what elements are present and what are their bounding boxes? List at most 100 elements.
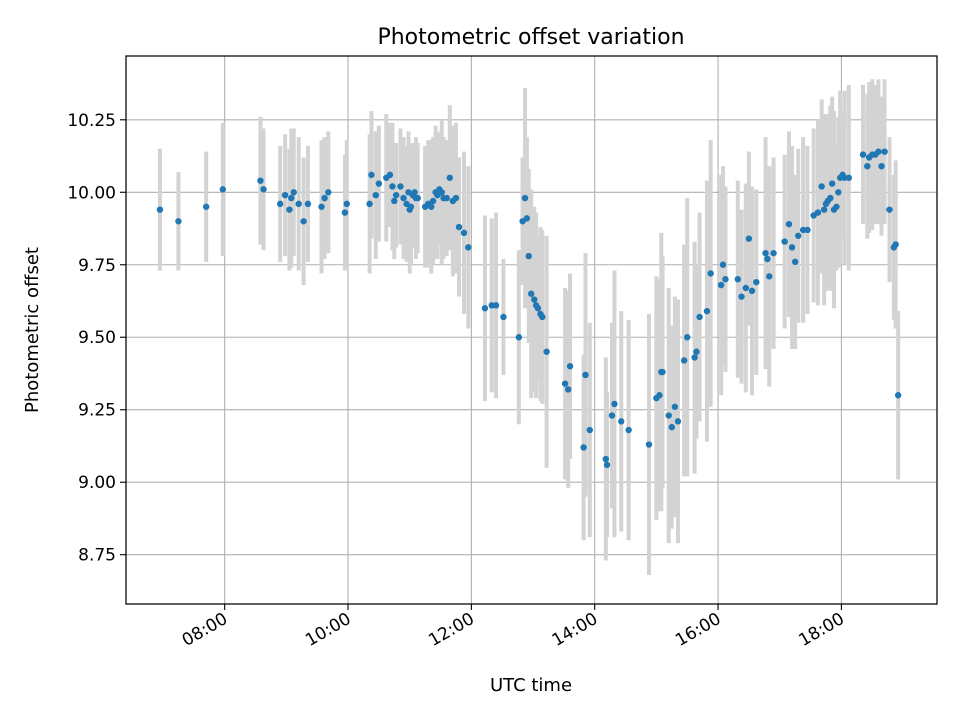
data-point	[833, 203, 840, 210]
data-point	[764, 255, 771, 263]
data-point	[804, 226, 811, 234]
data-point	[696, 313, 703, 321]
data-point	[300, 218, 307, 225]
data-point	[580, 444, 587, 451]
data-point	[886, 206, 893, 213]
data-point	[438, 189, 445, 196]
y-axis: 8.75 9.00 9.25 9.50 9.75 10.00 10.25	[67, 111, 126, 566]
data-point	[523, 215, 531, 222]
data-point	[392, 191, 400, 199]
data-point	[818, 183, 825, 190]
data-point	[828, 180, 836, 187]
data-point	[400, 194, 407, 202]
data-point	[785, 220, 793, 228]
data-point	[748, 287, 756, 295]
data-point	[156, 206, 164, 213]
data-point	[671, 403, 679, 411]
data-point	[586, 426, 593, 434]
data-point	[762, 249, 769, 257]
data-point	[791, 258, 799, 266]
data-points	[156, 148, 902, 469]
data-point	[428, 203, 435, 210]
data-point	[742, 284, 750, 292]
data-point	[202, 203, 210, 210]
data-point	[656, 392, 663, 399]
data-point	[745, 235, 753, 242]
data-point	[875, 148, 882, 155]
data-point	[707, 270, 714, 277]
data-point	[827, 194, 834, 202]
data-point	[668, 423, 676, 431]
data-point	[625, 426, 632, 434]
data-point	[411, 189, 418, 196]
data-point	[753, 278, 760, 286]
data-point	[582, 371, 589, 379]
data-point	[391, 197, 398, 205]
data-point	[446, 174, 453, 181]
data-point	[343, 200, 350, 208]
data-point	[608, 412, 616, 419]
y-tick-label-1: 9.00	[78, 473, 116, 493]
data-point	[219, 186, 227, 193]
data-point	[295, 200, 302, 208]
data-point	[288, 194, 295, 202]
data-point	[693, 348, 700, 355]
data-point	[407, 203, 415, 210]
data-point	[691, 354, 698, 361]
data-point	[766, 273, 773, 280]
data-point	[260, 186, 267, 193]
data-point	[602, 455, 610, 463]
data-point	[372, 191, 379, 199]
y-tick-label-2: 9.25	[78, 401, 116, 421]
data-point	[566, 363, 574, 370]
data-point	[788, 244, 796, 251]
data-point	[527, 290, 535, 297]
data-point	[719, 261, 727, 268]
data-point	[835, 189, 842, 196]
data-point	[281, 191, 289, 199]
data-point	[845, 174, 853, 181]
data-point	[531, 296, 538, 303]
data-point	[820, 206, 828, 213]
data-point	[859, 151, 867, 158]
data-point	[878, 162, 885, 170]
data-point	[561, 380, 569, 387]
data-point	[521, 194, 529, 202]
plot-frame	[125, 55, 938, 605]
data-point	[452, 194, 460, 202]
data-point	[386, 171, 394, 179]
data-point	[492, 302, 500, 309]
data-point	[564, 386, 572, 393]
data-point	[465, 244, 472, 251]
data-point	[515, 334, 523, 341]
data-point	[781, 238, 788, 245]
data-point	[618, 418, 625, 425]
data-point	[375, 180, 383, 187]
data-point	[717, 281, 725, 289]
data-point	[341, 209, 349, 216]
chart-title: Photometric offset variation	[377, 25, 684, 50]
data-point	[525, 252, 532, 260]
data-point	[645, 441, 653, 448]
data-point	[257, 177, 264, 184]
data-point	[286, 206, 293, 213]
data-point	[814, 209, 822, 216]
x-axis-label: UTC time	[490, 675, 572, 696]
data-point	[703, 307, 711, 315]
y-tick-label-3: 9.50	[78, 328, 116, 348]
data-point	[276, 200, 284, 208]
data-point	[894, 392, 902, 399]
y-tick-label-6: 10.25	[67, 111, 116, 131]
data-point	[321, 194, 328, 202]
data-point	[290, 189, 297, 196]
data-point	[770, 249, 777, 257]
data-point	[603, 461, 611, 469]
data-point	[881, 148, 888, 155]
data-point	[460, 229, 468, 237]
data-point	[680, 357, 688, 364]
data-point	[734, 276, 741, 283]
data-point	[368, 171, 375, 179]
data-point	[429, 197, 437, 205]
